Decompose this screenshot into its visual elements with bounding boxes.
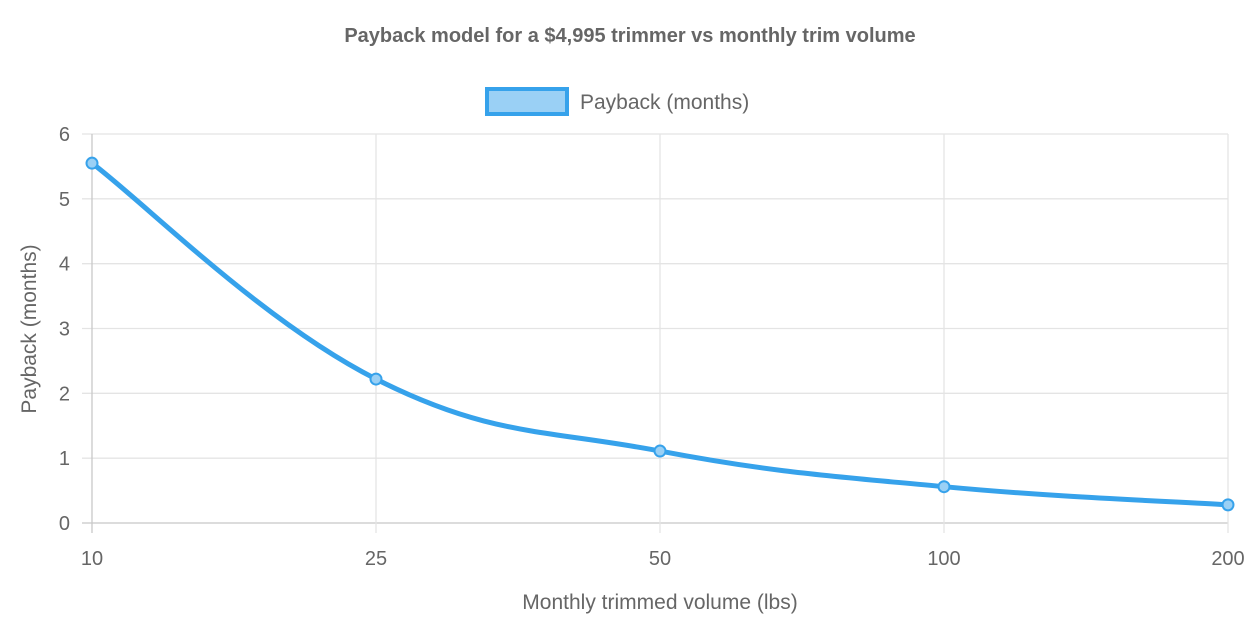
y-tick-label: 2 [59,383,70,405]
x-tick-label: 10 [81,548,103,570]
data-point [653,444,667,458]
y-tick-label: 4 [59,254,70,276]
x-tick-label: 25 [365,548,387,570]
data-point [937,480,951,494]
series-line [90,161,1229,508]
data-point [85,156,99,170]
x-tick-label: 200 [1211,548,1244,570]
legend-label: Payback (months) [580,91,749,114]
y-tick-label: 6 [59,124,70,146]
y-tick-label: 5 [59,189,70,211]
data-point [369,372,383,386]
y-tick-label: 0 [59,513,70,535]
chart-title: Payback model for a $4,995 trimmer vs mo… [344,25,915,47]
data-point [1221,498,1235,512]
y-tick-label: 1 [59,448,70,470]
y-axis-label: Payback (months) [18,244,41,413]
y-tick-label: 3 [59,319,70,341]
x-tick-label: 100 [927,548,960,570]
x-tick-label: 50 [649,548,671,570]
legend-swatch [485,87,569,116]
x-axis-label: Monthly trimmed volume (lbs) [522,591,797,614]
legend-item[interactable]: Payback (months) [485,87,749,116]
